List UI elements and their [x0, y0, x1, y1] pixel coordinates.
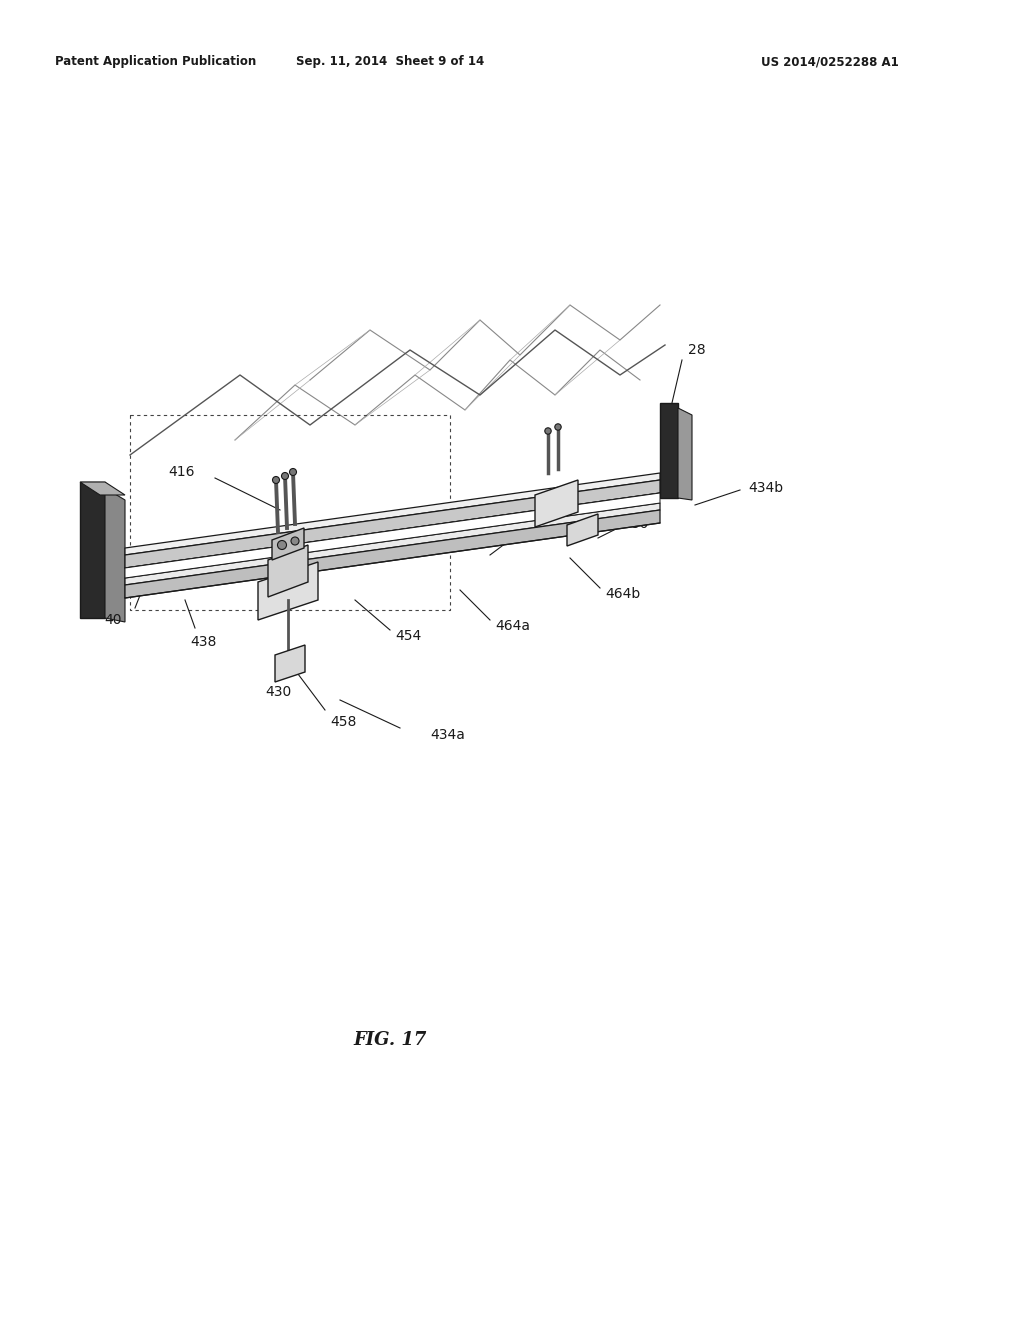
Text: 430: 430 — [265, 685, 291, 700]
Circle shape — [545, 428, 551, 434]
Text: 434b: 434b — [748, 480, 783, 495]
Text: 464a: 464a — [495, 619, 530, 634]
Circle shape — [272, 477, 280, 483]
Polygon shape — [275, 645, 305, 682]
Text: Sep. 11, 2014  Sheet 9 of 14: Sep. 11, 2014 Sheet 9 of 14 — [296, 55, 484, 69]
Polygon shape — [125, 510, 660, 598]
Text: 464b: 464b — [605, 587, 640, 601]
Circle shape — [291, 537, 299, 545]
Text: 454: 454 — [395, 630, 421, 643]
Polygon shape — [125, 480, 660, 568]
Text: 28: 28 — [514, 529, 531, 543]
Text: 438: 438 — [190, 635, 216, 649]
Text: FIG. 17: FIG. 17 — [353, 1031, 427, 1049]
Polygon shape — [258, 562, 318, 620]
Polygon shape — [268, 545, 308, 597]
Polygon shape — [125, 473, 660, 554]
Polygon shape — [272, 528, 304, 560]
Polygon shape — [105, 488, 125, 622]
Text: 434a: 434a — [430, 729, 465, 742]
Text: Patent Application Publication: Patent Application Publication — [55, 55, 256, 69]
Text: US 2014/0252288 A1: US 2014/0252288 A1 — [761, 55, 899, 69]
Polygon shape — [80, 482, 105, 618]
Polygon shape — [678, 408, 692, 500]
Text: 458: 458 — [330, 715, 356, 729]
Text: 28: 28 — [688, 343, 706, 356]
Polygon shape — [567, 513, 598, 546]
Circle shape — [282, 473, 289, 479]
Circle shape — [278, 540, 287, 549]
Text: 480: 480 — [622, 517, 648, 531]
Circle shape — [290, 469, 297, 475]
Polygon shape — [80, 482, 125, 495]
Polygon shape — [535, 480, 578, 527]
Text: 416: 416 — [169, 465, 195, 479]
Circle shape — [555, 424, 561, 430]
Polygon shape — [125, 503, 660, 585]
Polygon shape — [125, 492, 660, 578]
Text: 40: 40 — [104, 612, 122, 627]
Polygon shape — [660, 403, 678, 498]
